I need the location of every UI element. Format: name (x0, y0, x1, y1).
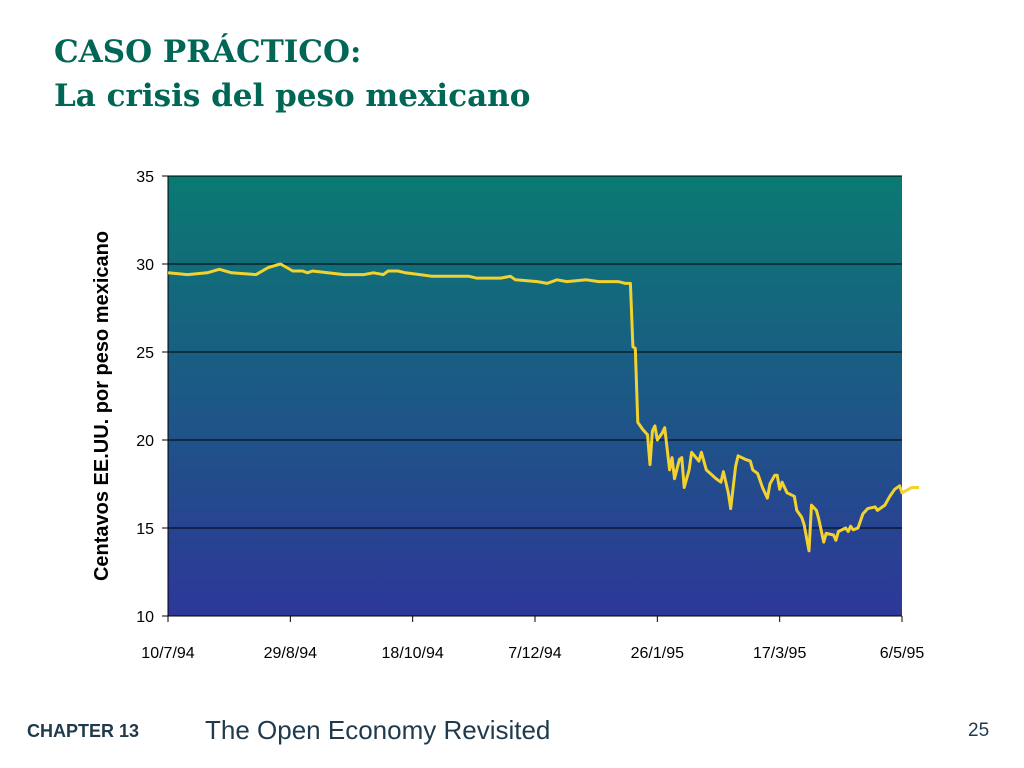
chapter-label: CHAPTER 13 (27, 721, 140, 741)
title-line-1: CASO PRÁCTICO: (54, 34, 362, 70)
title-line-2: La crisis del peso mexicano (54, 78, 531, 114)
book-title: The Open Economy Revisited (205, 715, 551, 745)
x-tick-label: 6/5/95 (880, 645, 925, 662)
x-tick-label: 17/3/95 (753, 645, 806, 662)
y-tick-label: 30 (136, 257, 154, 274)
y-axis-label: Centavos EE.UU. por peso mexicano (91, 231, 113, 581)
x-tick-label: 10/7/94 (141, 645, 194, 662)
y-tick-label: 10 (136, 609, 154, 626)
y-tick-label: 35 (136, 169, 154, 186)
x-tick-label: 26/1/95 (631, 645, 684, 662)
y-tick-label: 20 (136, 433, 154, 450)
x-tick-label: 29/8/94 (264, 645, 317, 662)
y-tick-label: 25 (136, 345, 154, 362)
exchange-rate-line (167, 262, 920, 553)
x-tick-label: 7/12/94 (508, 645, 561, 662)
line-chart: 10 15 20 25 30 35 10/7/94 29/8/94 18/10/94 7/12/9… (91, 169, 925, 662)
x-tick-label: 18/10/94 (382, 645, 444, 662)
plot-area (168, 176, 902, 616)
page-title: CASO PRÁCTICO: La crisis del peso mexica… (54, 30, 530, 118)
page-number: 25 (968, 720, 990, 741)
y-tick-label: 15 (136, 521, 154, 538)
